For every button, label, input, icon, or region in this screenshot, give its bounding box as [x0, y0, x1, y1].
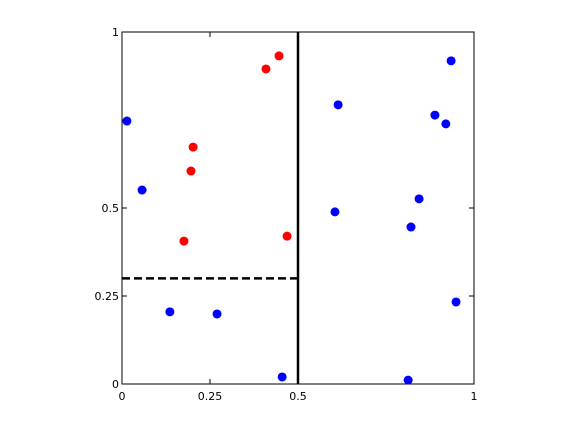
point: [446, 56, 456, 66]
point: [277, 372, 287, 382]
point: [403, 375, 413, 385]
y-tick-label: 0.5: [102, 202, 120, 215]
y-tick-label: 0.25: [95, 290, 120, 303]
point: [406, 222, 416, 232]
point: [282, 231, 292, 241]
point: [122, 116, 132, 126]
point: [186, 166, 196, 176]
x-tick-label: 0: [119, 390, 126, 403]
x-tick-label: 1: [471, 390, 478, 403]
point: [441, 119, 451, 129]
x-tick-label: 0.25: [198, 390, 223, 403]
point: [165, 307, 175, 317]
point: [212, 309, 222, 319]
point: [414, 194, 424, 204]
point: [430, 110, 440, 120]
point: [188, 142, 198, 152]
y-tick-label: 0: [112, 378, 119, 391]
x-tick-label: 0.5: [289, 390, 307, 403]
point: [274, 51, 284, 61]
point: [330, 207, 340, 217]
point: [451, 297, 461, 307]
y-tick-label: 1: [112, 26, 119, 39]
point: [261, 64, 271, 74]
point: [179, 236, 189, 246]
point: [333, 100, 343, 110]
point: [137, 185, 147, 195]
